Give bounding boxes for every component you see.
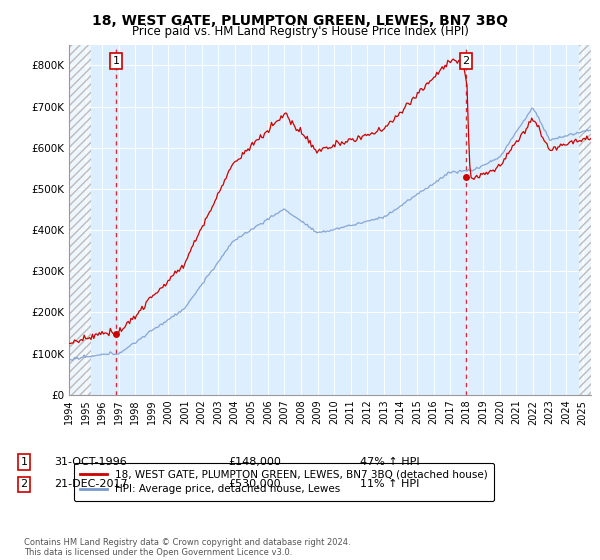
Text: 2: 2 — [20, 479, 28, 489]
Text: 47% ↑ HPI: 47% ↑ HPI — [360, 457, 419, 467]
Text: 1: 1 — [112, 56, 119, 66]
Bar — [578, 45, 591, 395]
Point — [461, 172, 471, 181]
Bar — [578, 45, 591, 395]
Legend: 18, WEST GATE, PLUMPTON GREEN, LEWES, BN7 3BQ (detached house), HPI: Average pri: 18, WEST GATE, PLUMPTON GREEN, LEWES, BN… — [74, 463, 494, 501]
Text: £530,000: £530,000 — [228, 479, 281, 489]
Text: £148,000: £148,000 — [228, 457, 281, 467]
Text: 2: 2 — [463, 56, 470, 66]
Bar — [69, 45, 91, 395]
Text: 21-DEC-2017: 21-DEC-2017 — [54, 479, 128, 489]
Bar — [69, 45, 91, 395]
Point — [111, 329, 121, 338]
Text: 18, WEST GATE, PLUMPTON GREEN, LEWES, BN7 3BQ: 18, WEST GATE, PLUMPTON GREEN, LEWES, BN… — [92, 14, 508, 28]
Text: 1: 1 — [20, 457, 28, 467]
Text: 11% ↑ HPI: 11% ↑ HPI — [360, 479, 419, 489]
Text: 31-OCT-1996: 31-OCT-1996 — [54, 457, 127, 467]
Text: Contains HM Land Registry data © Crown copyright and database right 2024.
This d: Contains HM Land Registry data © Crown c… — [24, 538, 350, 557]
Text: Price paid vs. HM Land Registry's House Price Index (HPI): Price paid vs. HM Land Registry's House … — [131, 25, 469, 38]
